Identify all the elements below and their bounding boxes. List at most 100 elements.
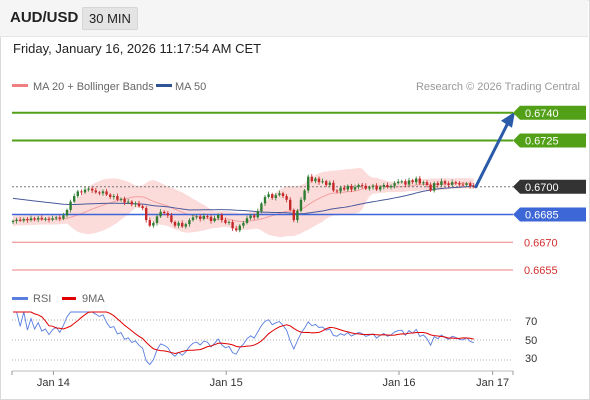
candle-body (37, 217, 40, 220)
candle-body (26, 218, 29, 221)
candle-body (44, 218, 47, 220)
candle (101, 189, 105, 196)
candle-body (400, 181, 403, 183)
candle-body (343, 187, 346, 190)
candle-body (382, 184, 385, 187)
candle (397, 179, 400, 185)
candle (109, 193, 112, 200)
candle (325, 179, 328, 187)
candle-body (361, 184, 364, 186)
candle-body (145, 208, 148, 221)
legend-9ma: 9MA (82, 293, 105, 305)
candle (40, 215, 43, 221)
timeframe-button[interactable]: 30 MIN (82, 7, 138, 30)
candle (58, 215, 61, 222)
candle-body (440, 181, 443, 185)
candle (123, 196, 126, 206)
level-label-4: 0.6670 (524, 237, 558, 249)
candle-body (51, 218, 54, 220)
candle (148, 217, 151, 228)
candle-body (109, 194, 112, 197)
candle-body (62, 215, 65, 219)
candle (173, 220, 177, 228)
candle-body (389, 185, 393, 188)
legend-rsi: RSI (33, 293, 51, 305)
candle (11, 219, 15, 225)
candle-body (325, 181, 328, 185)
candle (159, 209, 162, 218)
candle (422, 180, 425, 186)
candle (112, 194, 115, 200)
candle-body (137, 203, 141, 207)
candle-body (33, 218, 36, 220)
candle (375, 183, 378, 192)
candle-body (155, 216, 159, 223)
candle (184, 222, 187, 229)
candle-body (364, 185, 367, 189)
candle (26, 216, 29, 223)
candle (83, 186, 87, 194)
level-label-5: 0.6655 (524, 265, 558, 277)
candle (141, 204, 144, 211)
candle (224, 217, 227, 225)
candle-body (116, 196, 119, 200)
x-tick-label: Jan 17 (476, 377, 509, 389)
candle (253, 213, 256, 220)
candle (206, 214, 209, 219)
candle (400, 179, 403, 184)
candle (314, 176, 317, 184)
candle (278, 190, 281, 197)
candle-body (256, 211, 259, 218)
candle (440, 178, 443, 187)
candle-body (393, 183, 396, 186)
candle-body (461, 184, 465, 186)
candle (350, 183, 353, 193)
candle (296, 208, 299, 223)
candle (368, 185, 371, 191)
candle (335, 189, 339, 194)
candle (271, 192, 274, 200)
projection-arrow (474, 111, 515, 189)
candle (55, 215, 58, 221)
candle (33, 216, 36, 222)
candle-body (375, 185, 378, 190)
candle (472, 183, 475, 189)
level-tag-2 (513, 179, 586, 194)
candle (332, 180, 335, 192)
candle (429, 182, 432, 192)
candle (425, 180, 429, 188)
candle-body (123, 198, 126, 203)
candle-body (130, 201, 133, 205)
candle (155, 214, 159, 226)
candle (451, 179, 454, 187)
candle-body (98, 192, 101, 194)
rsi-tick-70: 70 (525, 316, 537, 328)
candle-body (105, 191, 108, 195)
x-ticks: Jan 14 Jan 15 Jan 16 Jan 17 (11, 371, 514, 389)
candle-body (249, 215, 252, 219)
candle-body (415, 178, 418, 183)
candle (263, 194, 267, 207)
candle-body (465, 183, 468, 185)
candle-body (87, 188, 90, 190)
candle (433, 181, 436, 193)
candle (389, 184, 393, 190)
candle (281, 191, 285, 199)
candle-body (184, 224, 187, 227)
candle (260, 201, 263, 214)
candle (443, 179, 447, 186)
candle (137, 200, 141, 208)
candle-body (11, 221, 15, 223)
level-tag-0 (513, 105, 586, 120)
rsi-lines (13, 311, 474, 366)
candle (87, 187, 90, 192)
candle-body (73, 196, 76, 202)
candle-body (314, 178, 317, 182)
rsi-tick-50: 50 (525, 335, 537, 347)
candle-body (22, 218, 25, 221)
candle-body (170, 215, 173, 222)
candle-body (238, 225, 241, 231)
candle-body (29, 218, 33, 221)
candle-body (339, 187, 342, 192)
